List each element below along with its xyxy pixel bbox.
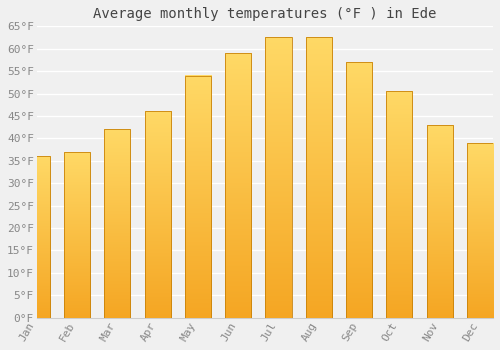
Bar (225, 53, 252, 318)
Bar (266, 37, 291, 318)
Bar (306, 37, 332, 318)
Bar (64, 152, 90, 318)
Bar (426, 125, 453, 318)
Bar (24, 156, 50, 318)
Bar (144, 111, 171, 318)
Bar (467, 143, 493, 318)
Bar (346, 62, 372, 318)
Bar (104, 130, 130, 318)
Bar (386, 91, 412, 318)
Bar (306, 37, 332, 318)
Bar (225, 53, 252, 318)
Bar (185, 76, 211, 318)
Bar (24, 156, 50, 318)
Bar (104, 130, 130, 318)
Bar (346, 62, 372, 318)
Bar (64, 152, 90, 318)
Bar (144, 111, 171, 318)
Bar (386, 91, 412, 318)
Title: Average monthly temperatures (°F ) in Ede: Average monthly temperatures (°F ) in Ed… (93, 7, 436, 21)
Bar (266, 37, 291, 318)
Bar (426, 125, 453, 318)
Bar (185, 76, 211, 318)
Bar (467, 143, 493, 318)
